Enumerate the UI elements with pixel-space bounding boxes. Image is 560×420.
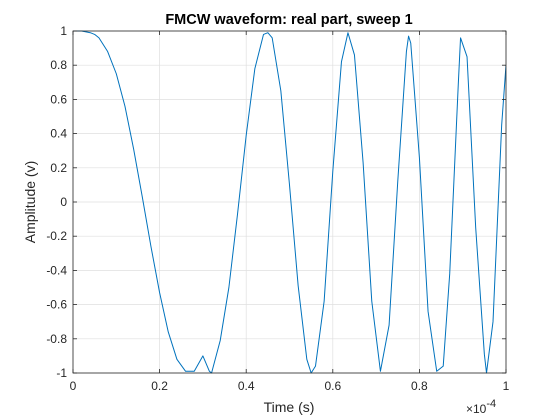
y-tick-label: -0.2 [46,229,67,243]
series-layer [73,30,506,374]
y-tick-labels: -1 -0.8 -0.6 -0.4 -0.2 0 0.2 0.4 0.6 0.8 1 [46,24,67,380]
y-tick-label: -0.4 [46,263,67,277]
x-axis-label: Time (s) [264,399,315,415]
x-tick-label: 0.4 [238,379,255,393]
y-tick-label: 0.2 [50,161,67,175]
x-axis-exponent: ×10-4 [466,398,496,416]
x-tick-label: 0 [70,379,77,393]
x-tick-label: 0.6 [324,379,341,393]
y-tick-label: 0.8 [50,58,67,72]
y-tick-label: 0 [60,195,67,209]
tick-marks [72,30,507,374]
x-tick-label: 1 [503,379,510,393]
x-tick-label: 0.8 [411,379,428,393]
y-tick-label: 0.6 [50,92,67,106]
x-axis-exponent-base: ×10 [466,402,487,416]
chart-title: FMCW waveform: real part, sweep 1 [165,12,412,28]
y-tick-label: -0.6 [46,298,67,312]
y-axis-label: Amplitude (v) [22,161,38,243]
y-tick-label: -1 [56,366,67,380]
y-tick-label: -0.8 [46,332,67,346]
y-tick-label: 1 [60,24,67,38]
y-tick-label: 0.4 [50,127,67,141]
x-tick-label: 0.2 [151,379,168,393]
series-line [73,30,506,374]
x-axis-exponent-power: -4 [486,398,496,410]
x-tick-labels: 0 0.2 0.4 0.6 0.8 1 [70,379,510,393]
